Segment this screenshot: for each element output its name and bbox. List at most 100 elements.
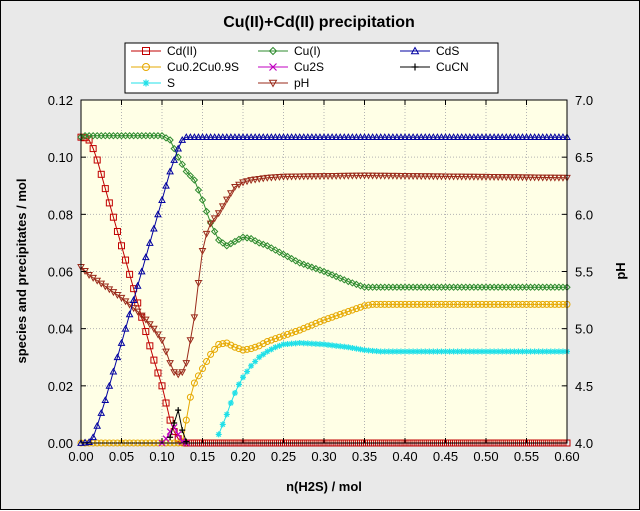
data-point: [142, 79, 150, 87]
data-point: [332, 133, 340, 141]
data-point: [337, 343, 344, 350]
data-point: [430, 348, 437, 355]
data-point: [259, 175, 268, 183]
data-point: [446, 348, 453, 355]
data-point: [235, 181, 243, 189]
data-point: [372, 133, 381, 141]
data-point: [101, 185, 109, 193]
data-point: [243, 133, 251, 141]
data-point: [437, 300, 445, 308]
data-point: [494, 300, 502, 308]
data-point: [401, 173, 409, 180]
data-point: [287, 254, 296, 263]
data-point: [417, 300, 425, 308]
data-point: [433, 133, 442, 141]
data-point: [97, 170, 105, 178]
data-point: [259, 340, 267, 348]
data-point: [316, 318, 324, 326]
series-s: [215, 339, 570, 438]
data-point: [478, 300, 486, 308]
x-tick-label: 0.25: [271, 449, 296, 464]
data-point: [437, 133, 446, 141]
data-point: [117, 294, 126, 302]
data-point: [478, 133, 486, 141]
data-point: [268, 46, 278, 56]
data-point: [263, 338, 271, 346]
data-point: [518, 174, 527, 182]
data-point: [518, 300, 526, 308]
data-point: [402, 348, 408, 355]
data-point: [275, 248, 284, 256]
y-tick-label: 0.12: [48, 93, 73, 108]
data-point: [495, 348, 502, 355]
data-point: [384, 133, 393, 141]
data-point: [158, 337, 166, 345]
data-point: [113, 227, 121, 235]
data-point: [507, 348, 514, 355]
data-point: [401, 133, 409, 141]
data-point: [218, 203, 227, 211]
series-cds: [77, 133, 571, 446]
data-point: [353, 345, 360, 352]
data-point: [312, 264, 320, 273]
data-point: [356, 133, 365, 141]
data-point: [279, 250, 288, 259]
data-point: [515, 348, 522, 355]
data-point: [491, 348, 498, 355]
data-point: [194, 186, 203, 194]
data-point: [393, 348, 400, 355]
data-point: [510, 300, 518, 308]
data-point: [296, 339, 303, 346]
x-tick-label: 0.10: [149, 449, 174, 464]
data-point: [551, 348, 558, 355]
data-point: [385, 348, 392, 355]
data-point: [292, 340, 299, 347]
y-tick-label: 0.02: [48, 379, 73, 394]
data-point: [109, 213, 117, 221]
data-point: [360, 172, 369, 180]
data-point: [288, 340, 295, 347]
data-point: [162, 134, 170, 142]
data-point: [345, 344, 352, 351]
data-point: [125, 301, 134, 309]
legend-box: [124, 42, 499, 94]
data-point: [263, 174, 272, 182]
data-point: [535, 300, 543, 308]
data-point: [531, 300, 539, 308]
data-point: [441, 133, 450, 141]
data-point: [255, 239, 263, 247]
data-point: [296, 326, 304, 334]
data-point: [474, 133, 482, 141]
data-point: [259, 133, 268, 141]
data-point: [478, 348, 485, 355]
data-point: [360, 133, 369, 141]
data-point: [385, 300, 393, 308]
data-point: [421, 173, 430, 181]
legend-item-cuI: Cu(I): [258, 44, 321, 58]
data-point: [121, 298, 130, 306]
data-point: [380, 133, 389, 141]
legend-label: Cu2S: [294, 60, 324, 74]
data-point: [129, 305, 138, 313]
data-point: [453, 133, 462, 141]
data-point: [384, 172, 393, 180]
data-point: [235, 381, 242, 388]
data-point: [227, 399, 234, 406]
data-point: [284, 341, 291, 348]
data-point: [410, 348, 417, 355]
data-point: [356, 282, 365, 290]
data-point: [320, 133, 328, 141]
data-point: [227, 341, 235, 349]
y2-tick-label: 6.5: [575, 150, 593, 165]
y-tick-label: 0.06: [48, 265, 73, 280]
data-point: [441, 173, 450, 181]
data-point: [268, 79, 278, 88]
series-line-cuI: [80, 135, 567, 288]
data-point: [170, 155, 178, 163]
legend-label: pH: [294, 76, 309, 90]
x-tick-label: 0.05: [109, 449, 134, 464]
data-point: [256, 354, 263, 361]
data-point: [166, 416, 174, 424]
data-point: [437, 173, 446, 181]
